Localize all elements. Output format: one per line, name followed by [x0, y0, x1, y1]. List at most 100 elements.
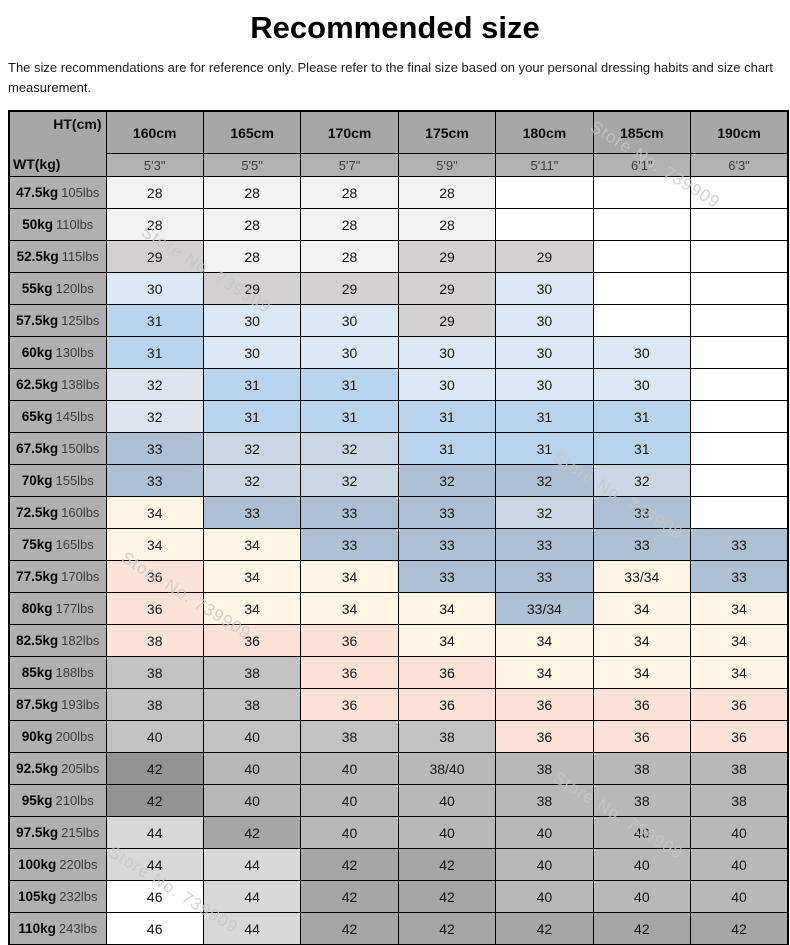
size-cell: 34	[202, 528, 302, 561]
weight-lbs-label: 205lbs	[61, 760, 100, 776]
size-cell: 42	[690, 912, 789, 945]
height-ft-header: 6'1"	[592, 153, 692, 177]
size-cell: 36	[105, 560, 204, 593]
height-col-header: 185cm	[592, 110, 692, 154]
size-cell: 30	[592, 336, 692, 369]
weight-lbs-label: 105lbs	[61, 184, 100, 200]
size-cell: 33	[495, 560, 594, 593]
weight-row-header: 80kg 177lbs	[8, 592, 107, 625]
weight-kg-label: 55kg	[21, 280, 53, 296]
size-cell: 30	[495, 368, 594, 401]
height-col-header: 160cm	[105, 110, 204, 154]
size-cell: 42	[300, 912, 399, 945]
size-cell: 32	[495, 464, 594, 497]
size-cell: 28	[300, 176, 399, 209]
size-cell: 36	[690, 688, 789, 721]
size-cell: 32	[300, 432, 399, 465]
weight-lbs-label: 120lbs	[55, 280, 94, 296]
size-cell: 42	[495, 912, 594, 945]
size-cell: 33	[105, 464, 204, 497]
size-cell: 40	[690, 880, 789, 913]
table-row: 67.5kg 150lbs 33 32 32 31 31 31	[8, 432, 789, 465]
size-cell: 33	[397, 496, 497, 529]
size-cell: 31	[592, 400, 692, 433]
weight-row-header: 70kg 155lbs	[8, 464, 107, 497]
table-row: 87.5kg 193lbs 38 38 36 36 36 36 36	[8, 688, 789, 721]
size-cell: 33	[397, 528, 497, 561]
height-col-header: 170cm	[300, 110, 399, 154]
size-cell: 30	[300, 336, 399, 369]
size-cell: 34	[690, 656, 789, 689]
weight-row-header: 55kg 120lbs	[8, 272, 107, 305]
weight-kg-label: 65kg	[21, 408, 53, 424]
size-cell: 36	[300, 688, 399, 721]
weight-lbs-label: 182lbs	[61, 632, 100, 648]
size-cell: 42	[300, 880, 399, 913]
size-cell: 34	[592, 624, 692, 657]
size-cell: 28	[300, 240, 399, 273]
weight-lbs-label: 138lbs	[61, 376, 100, 392]
size-cell: 28	[300, 208, 399, 241]
size-cell: 29	[202, 272, 302, 305]
size-cell: 36	[105, 592, 204, 625]
size-cell	[690, 272, 789, 305]
weight-row-header: 92.5kg 205lbs	[8, 752, 107, 785]
size-cell	[592, 304, 692, 337]
weight-kg-label: 110kg	[18, 920, 56, 936]
size-cell: 32	[202, 432, 302, 465]
weight-lbs-label: 115lbs	[61, 248, 99, 264]
size-cell: 33	[495, 528, 594, 561]
size-cell: 40	[202, 720, 302, 753]
table-row: 60kg 130lbs 31 30 30 30 30 30	[8, 336, 789, 369]
size-cell: 40	[300, 816, 399, 849]
weight-kg-label: 80kg	[21, 600, 53, 616]
size-cell: 38	[592, 752, 692, 785]
height-cm-row: HT(cm) WT(kg) 160cm 165cm 170cm 175cm 180cm 1…	[8, 110, 789, 177]
size-cell: 30	[592, 368, 692, 401]
weight-kg-label: 90kg	[21, 728, 53, 744]
size-cell: 28	[397, 208, 497, 241]
size-cell: 34	[495, 624, 594, 657]
weight-row-header: 97.5kg 215lbs	[8, 816, 107, 849]
size-cell: 30	[202, 336, 302, 369]
table-row: 80kg 177lbs 36 34 34 34 33/34 34 34	[8, 592, 789, 625]
size-cell: 36	[592, 720, 692, 753]
weight-kg-label: 100kg	[17, 856, 57, 872]
size-cell: 40	[202, 752, 302, 785]
size-cell: 40	[690, 848, 789, 881]
weight-lbs-label: 232lbs	[59, 888, 98, 904]
size-cell	[592, 208, 692, 241]
size-cell: 44	[105, 848, 204, 881]
size-cell: 29	[105, 240, 204, 273]
weight-lbs-label: 170lbs	[61, 568, 100, 584]
weight-kg-label: 47.5kg	[16, 184, 59, 200]
weight-row-header: 82.5kg 182lbs	[8, 624, 107, 657]
weight-kg-label: 82.5kg	[16, 632, 59, 648]
weight-lbs-label: 243lbs	[58, 920, 98, 936]
size-cell: 44	[105, 816, 204, 849]
size-cell: 30	[495, 336, 594, 369]
weight-lbs-label: 188lbs	[55, 664, 94, 680]
weight-row-header: 52.5kg 115lbs	[8, 240, 107, 273]
size-cell: 30	[300, 304, 399, 337]
weight-kg-label: 50kg	[22, 216, 53, 232]
height-ft-header: 5'7"	[300, 153, 399, 177]
table-row: 100kg 220lbs 44 44 42 42 40 40 40	[8, 848, 789, 881]
weight-row-header: 105kg 232lbs	[8, 880, 107, 913]
disclaimer-text: The size recommendations are for referen…	[8, 60, 774, 95]
size-cell: 36	[495, 688, 594, 721]
size-cell: 42	[300, 848, 399, 881]
table-row: 92.5kg 205lbs 42 40 40 38/40 38 38 38	[8, 752, 789, 785]
size-cell	[690, 400, 789, 433]
table-row: 72.5kg 160lbs 34 33 33 33 32 33	[8, 496, 789, 529]
size-cell: 44	[202, 848, 302, 881]
size-cell: 46	[105, 912, 204, 945]
weight-row-header: 87.5kg 193lbs	[8, 688, 107, 721]
size-cell: 40	[495, 816, 594, 849]
size-cell: 29	[495, 240, 594, 273]
size-cell: 40	[690, 816, 789, 849]
size-cell: 42	[592, 912, 692, 945]
size-cell	[690, 464, 789, 497]
table-row: 50kg 110lbs 28 28 28 28	[8, 208, 789, 241]
size-cell: 34	[495, 656, 594, 689]
